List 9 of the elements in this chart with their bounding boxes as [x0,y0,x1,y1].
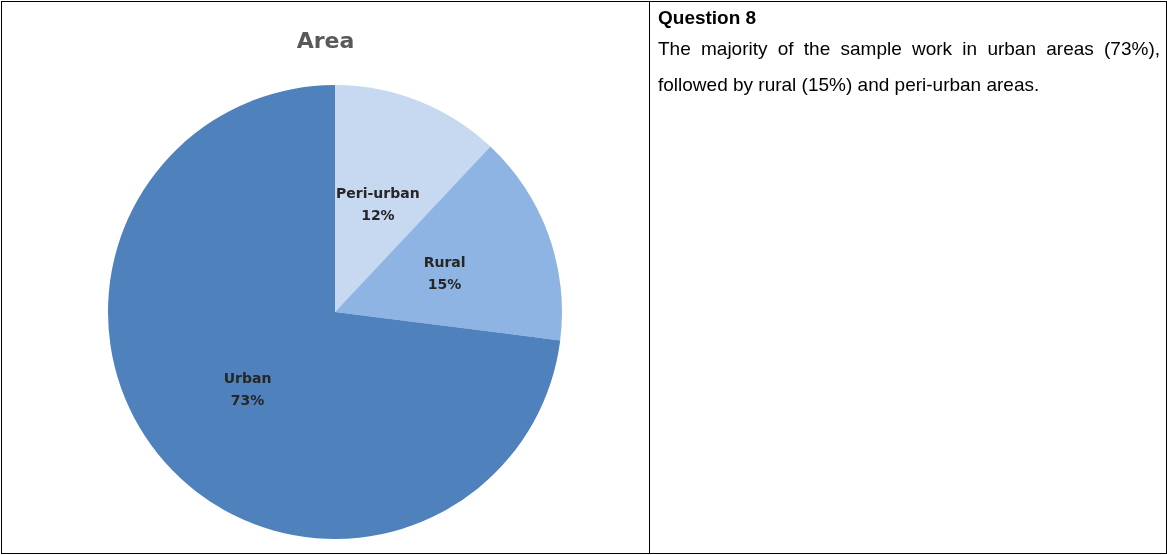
slice-label: Urban [223,370,272,387]
data-label: 73% [230,392,265,409]
text: Question 8 [658,6,758,30]
slice-label: Rural [423,253,466,270]
slice-label: Peri-urban [336,184,420,201]
data-label: 12% [361,206,395,223]
data-label: 15% [427,275,462,292]
chart-title: Area [296,27,355,53]
text: The majority of the sample work in urban areas (73%), followed by rural (15%) and peri-urban areas. [658,37,1160,97]
